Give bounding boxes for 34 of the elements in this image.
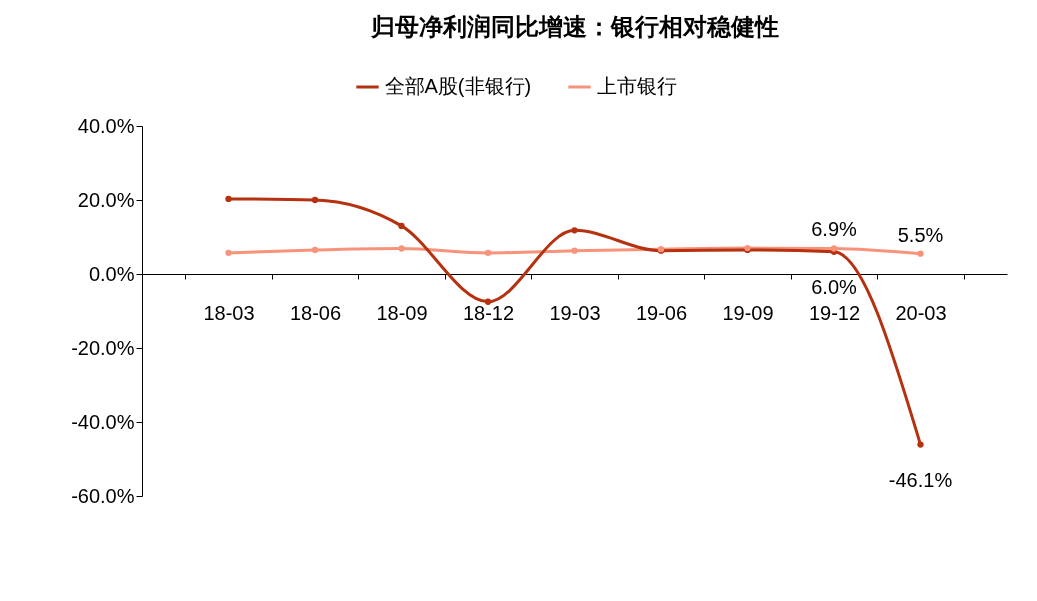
point	[571, 227, 578, 234]
x-tick-label: 18-06	[289, 301, 342, 324]
point	[225, 195, 232, 203]
chart-title: 归母净利润同比增速：银行相对稳健性	[369, 13, 779, 40]
y-tick-label: -20.0%	[71, 336, 135, 359]
y-tick-label: -40.0%	[71, 410, 135, 433]
point	[311, 246, 319, 254]
legend-label: 全部A股(非银行)	[384, 75, 532, 97]
legend-label: 上市银行	[596, 75, 677, 97]
point	[484, 298, 492, 305]
data-label: 5.5%	[897, 223, 944, 246]
x-tick-label: 19-09	[722, 301, 774, 324]
data-label: -46.1%	[888, 468, 953, 491]
x-tick-label: 19-12	[808, 301, 861, 324]
point	[398, 222, 405, 230]
data-label: 6.9%	[811, 218, 858, 241]
x-tick-label: 19-03	[549, 301, 601, 324]
x-tick-label: 18-09	[376, 301, 428, 324]
y-tick-label: 20.0%	[77, 188, 135, 211]
point	[917, 250, 924, 257]
point	[311, 196, 319, 204]
x-tick-label: 18-12	[462, 301, 515, 324]
x-tick-label: 20-03	[895, 301, 947, 324]
x-tick-label: 19-06	[635, 301, 688, 324]
data-label: 6.0%	[811, 275, 858, 298]
x-tick-label: 18-03	[203, 301, 255, 324]
y-tick-label: -60.0%	[71, 484, 135, 507]
point	[398, 245, 405, 252]
y-tick-label: 0.0%	[88, 262, 135, 285]
point	[571, 247, 578, 254]
point	[917, 441, 924, 448]
point	[484, 249, 492, 257]
y-tick-label: 40.0%	[77, 114, 135, 137]
point	[225, 249, 232, 257]
